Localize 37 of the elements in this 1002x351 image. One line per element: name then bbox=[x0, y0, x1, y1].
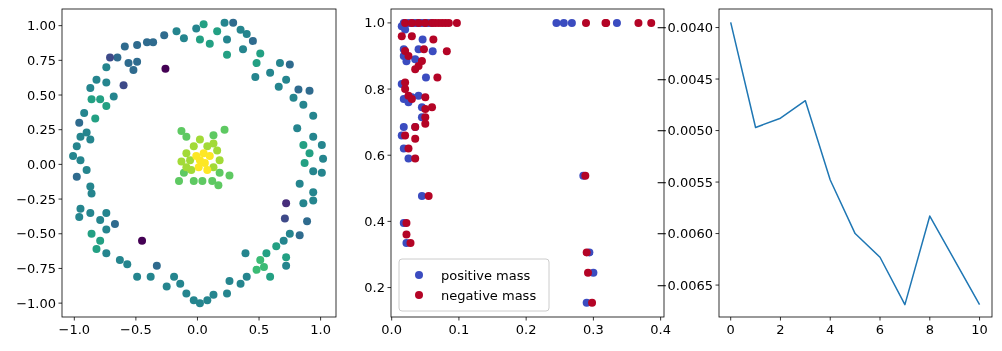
y-tick-label: −0.0065 bbox=[656, 277, 713, 293]
y-tick-label: 0.50 bbox=[27, 87, 56, 103]
x-tick-label: −0.5 bbox=[120, 322, 152, 337]
legend-label: negative mass bbox=[441, 287, 537, 303]
y-tick-label: 1.00 bbox=[27, 18, 56, 34]
y-tick-label: −0.0055 bbox=[656, 174, 713, 190]
y-tick-label: −0.75 bbox=[16, 260, 56, 276]
y-tick-label: 0.4 bbox=[364, 213, 385, 229]
x-tick-label: 6 bbox=[875, 322, 885, 337]
x-tick-label: 1.0 bbox=[310, 322, 331, 337]
legend-label: positive mass bbox=[441, 267, 531, 283]
x-tick-label: 0 bbox=[726, 322, 735, 337]
x-tick-label: 0.0 bbox=[381, 322, 403, 337]
y-tick-label: −0.0050 bbox=[656, 123, 713, 139]
y-tick-label: 1.0 bbox=[364, 15, 385, 31]
x-tick-label: −1.0 bbox=[58, 322, 91, 337]
x-tick-label: 2 bbox=[776, 322, 785, 337]
x-tick-label: 10 bbox=[971, 322, 988, 337]
x-tick-label: 8 bbox=[925, 322, 934, 337]
x-tick-label: 4 bbox=[826, 322, 835, 337]
y-tick-label: −0.50 bbox=[16, 226, 56, 242]
x-tick-label: 0.0 bbox=[187, 322, 208, 337]
y-tick-label: 0.8 bbox=[364, 81, 385, 97]
y-tick-label: −0.0060 bbox=[656, 226, 713, 242]
y-tick-label: 0.2 bbox=[364, 280, 385, 296]
y-tick-label: 0.6 bbox=[364, 147, 385, 163]
x-tick-label: 0.3 bbox=[583, 322, 604, 337]
x-tick-label: 0.2 bbox=[515, 322, 537, 337]
y-tick-label: −0.0040 bbox=[656, 20, 713, 36]
y-tick-label: −0.25 bbox=[16, 191, 56, 207]
x-tick-label: 0.1 bbox=[448, 322, 470, 337]
y-tick-label: −1.00 bbox=[16, 295, 56, 311]
y-tick-label: −0.0045 bbox=[656, 71, 713, 87]
y-tick-label: 0.25 bbox=[27, 122, 56, 138]
y-tick-label: 0.75 bbox=[27, 52, 56, 68]
x-tick-label: 0.5 bbox=[248, 322, 270, 337]
y-tick-label: 0.00 bbox=[27, 156, 56, 172]
